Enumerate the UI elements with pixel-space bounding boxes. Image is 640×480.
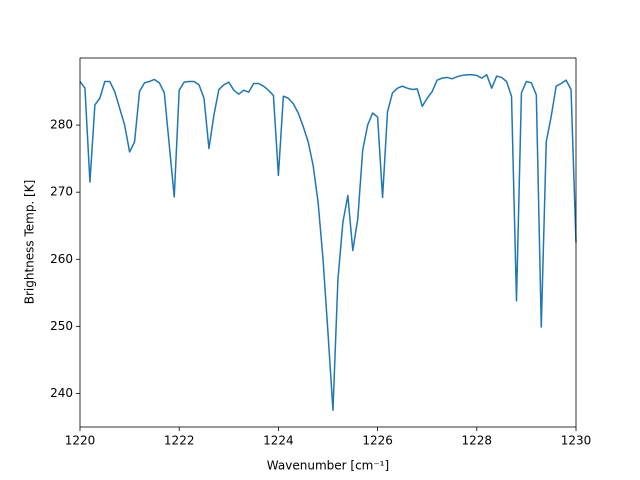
axes-frame bbox=[79, 57, 577, 428]
y-tick-label: 250 bbox=[50, 319, 73, 333]
x-tick-label: 1228 bbox=[462, 434, 493, 448]
y-tick-label: 240 bbox=[50, 386, 73, 400]
data-line bbox=[79, 74, 577, 411]
y-tick-label: 260 bbox=[50, 252, 73, 266]
x-tick-label: 1230 bbox=[561, 434, 592, 448]
x-tick-label: 1226 bbox=[362, 434, 393, 448]
y-axis-label: Brightness Temp. [K] bbox=[23, 180, 37, 305]
y-tick-label: 270 bbox=[50, 185, 73, 199]
x-axis-label: Wavenumber [cm⁻¹] bbox=[267, 459, 389, 473]
x-tick-label: 1224 bbox=[263, 434, 294, 448]
y-tick-label: 280 bbox=[50, 118, 73, 132]
x-tick-label: 1220 bbox=[65, 434, 96, 448]
x-tick-label: 1222 bbox=[164, 434, 195, 448]
